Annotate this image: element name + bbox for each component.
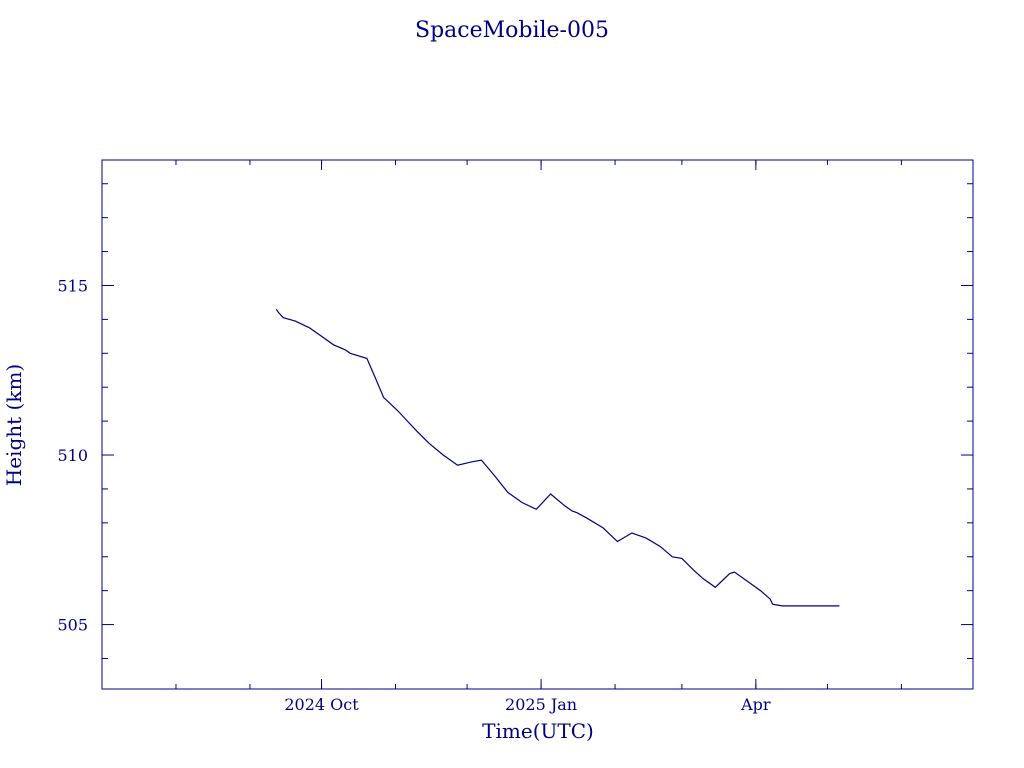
x-minor-ticks [175, 160, 902, 689]
x-tick-label: 2024 Oct [284, 695, 359, 714]
y-tick-label: 505 [57, 616, 88, 635]
y-minor-ticks [102, 183, 973, 659]
x-tick-label: 2025 Jan [505, 695, 577, 714]
x-axis: 2024 Oct 2025 Jan Apr [284, 160, 771, 714]
y-axis: 505 510 515 [57, 276, 973, 635]
height-series-line [275, 308, 840, 607]
y-tick-label: 515 [57, 276, 88, 295]
y-axis-label: Height (km) [2, 364, 26, 486]
y-tick-label: 510 [57, 446, 88, 465]
plot-frame [101, 159, 974, 690]
x-tick-label: Apr [740, 695, 771, 714]
chart-title: SpaceMobile-005 [415, 18, 609, 43]
x-axis-label: Time(UTC) [482, 719, 594, 743]
